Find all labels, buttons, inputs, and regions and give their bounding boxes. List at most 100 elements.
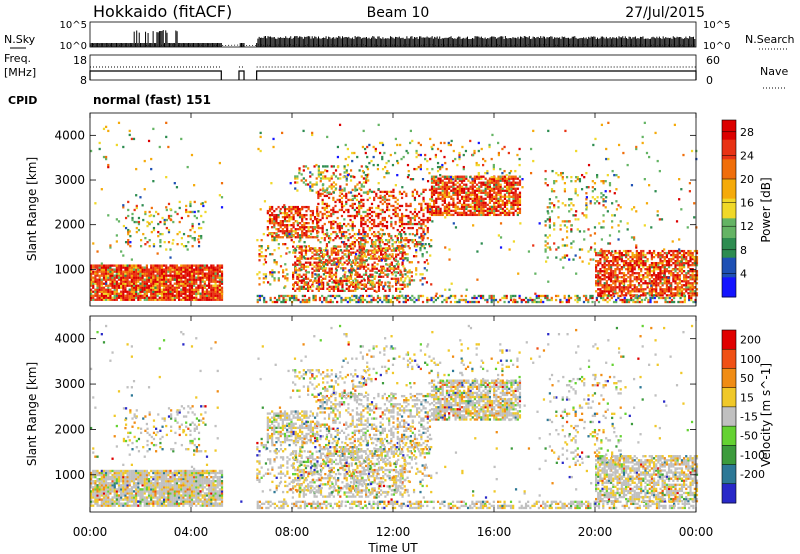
heatmap-cell [445,195,449,198]
heatmap-cell [113,288,116,291]
heatmap-cell [316,205,319,209]
heatmap-cell [367,267,370,270]
heatmap-cell [411,212,414,216]
heatmap-cell [332,285,335,288]
heatmap-cell [620,255,623,259]
heatmap-cell [330,224,333,228]
heatmap-cell [208,274,211,277]
heatmap-cell [633,278,636,281]
heatmap-cell [353,214,356,218]
heatmap-cell [102,288,106,291]
heatmap-cell [336,198,339,202]
heatmap-cell [622,272,626,275]
heatmap-cell [469,209,472,213]
heatmap-cell [347,236,350,240]
heatmap-cell [334,251,338,254]
heatmap-cell [309,209,312,213]
heatmap-cell [363,147,367,151]
heatmap-cell [650,294,654,297]
heatmap-cell [448,195,451,198]
heatmap-cell [390,216,393,220]
heatmap-cell [430,187,434,190]
heatmap-cell [316,267,319,270]
heatmap-cell [417,298,420,302]
heatmap-cell [190,288,194,291]
heatmap-cell [647,300,650,304]
heatmap-cell [514,183,517,186]
heatmap-cell [670,282,673,285]
heatmap-cell [199,286,202,289]
heatmap-cell [597,259,600,263]
heatmap-cell [642,282,645,285]
heatmap-cell [603,255,606,259]
heatmap-cell [512,185,515,188]
heatmap-cell [109,276,112,279]
heatmap-cell [315,261,318,264]
heatmap-cell [667,278,671,281]
heatmap-cell [267,247,270,250]
heatmap-cell [369,253,372,256]
heatmap-cell [435,197,438,200]
heatmap-cell [283,219,287,223]
heatmap-cell [441,195,444,198]
heatmap-cell [601,274,604,277]
heatmap-cell [394,208,397,212]
heatmap-cell [644,272,647,275]
heatmap-cell [362,181,366,184]
heatmap-cell [421,294,425,298]
heatmap-cell [324,165,327,168]
heatmap-cell [146,220,149,224]
heatmap-cell [314,296,317,300]
heatmap-cell [661,261,664,265]
heatmap-cell [377,285,381,288]
heatmap-cell [490,199,494,202]
heatmap-cell [195,286,198,289]
heatmap-cell [210,280,213,283]
heatmap-cell [311,271,314,274]
heatmap-cell [659,274,662,277]
heatmap-cell [424,243,427,246]
heatmap-cell [596,175,599,179]
heatmap-cell [302,287,305,290]
heatmap-cell [130,294,133,297]
heatmap-cell [443,181,446,184]
heatmap-cell [298,247,301,250]
heatmap-cell [631,272,634,275]
heatmap-cell [313,261,316,264]
heatmap-cell [298,169,301,172]
heatmap-cell [340,232,344,236]
heatmap-cell [173,282,176,285]
heatmap-cell [603,274,606,277]
nsearch-trace [89,44,695,46]
heatmap-cell [473,201,476,204]
heatmap-cell [618,253,621,257]
heatmap-cell [355,214,359,218]
heatmap-cell [614,282,617,285]
heatmap-cell [435,183,438,186]
heatmap-cell [670,257,673,261]
heatmap-cell [295,296,298,300]
heatmap-cell [680,257,684,261]
heatmap-cell [695,259,699,263]
heatmap-cell [290,205,293,209]
heatmap-cell [286,215,289,219]
heatmap-cell [407,216,410,220]
heatmap-cell [345,243,348,246]
heatmap-cell [126,264,129,267]
heatmap-cell [685,251,688,255]
heatmap-cell [317,289,320,293]
heatmap-cell [324,277,327,280]
heatmap-cell [355,294,358,298]
heatmap-cell [150,284,153,287]
heatmap-cell [430,185,434,188]
heatmap-cell [685,261,688,265]
heatmap-cell [614,257,617,261]
heatmap-cell [426,216,429,220]
heatmap-cell [154,276,157,279]
heatmap-cell [358,247,361,250]
heatmap-cell [188,286,191,289]
heatmap-cell [599,280,602,283]
heatmap-cell [298,259,301,262]
heatmap-cell [128,282,131,285]
heatmap-cell [428,171,431,175]
